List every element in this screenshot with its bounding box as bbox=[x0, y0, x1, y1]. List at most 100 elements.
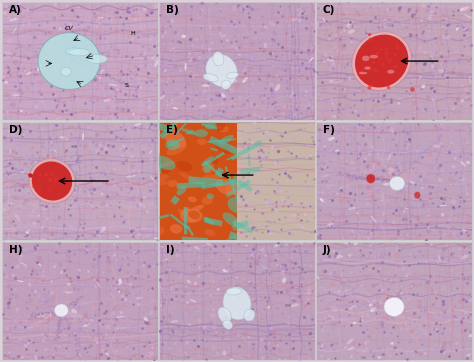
Ellipse shape bbox=[392, 314, 396, 317]
Ellipse shape bbox=[20, 110, 23, 112]
Ellipse shape bbox=[438, 254, 441, 262]
Ellipse shape bbox=[155, 60, 159, 67]
Ellipse shape bbox=[7, 202, 14, 205]
Ellipse shape bbox=[404, 207, 408, 209]
Ellipse shape bbox=[387, 70, 394, 74]
Ellipse shape bbox=[348, 254, 351, 257]
Ellipse shape bbox=[438, 205, 447, 206]
Ellipse shape bbox=[215, 84, 226, 85]
Text: A): A) bbox=[9, 5, 21, 15]
Ellipse shape bbox=[432, 99, 436, 102]
Ellipse shape bbox=[334, 80, 343, 84]
Ellipse shape bbox=[441, 35, 451, 39]
Ellipse shape bbox=[143, 8, 147, 11]
Ellipse shape bbox=[466, 353, 471, 357]
Ellipse shape bbox=[134, 123, 142, 126]
Ellipse shape bbox=[353, 321, 356, 324]
Ellipse shape bbox=[114, 234, 119, 238]
Ellipse shape bbox=[205, 230, 216, 236]
Ellipse shape bbox=[373, 163, 374, 170]
Text: H): H) bbox=[9, 245, 22, 255]
Ellipse shape bbox=[327, 59, 334, 62]
Ellipse shape bbox=[227, 178, 247, 186]
Ellipse shape bbox=[210, 156, 219, 164]
Ellipse shape bbox=[217, 288, 220, 291]
Ellipse shape bbox=[203, 165, 211, 173]
Ellipse shape bbox=[382, 183, 392, 185]
Ellipse shape bbox=[186, 130, 194, 134]
Ellipse shape bbox=[327, 223, 333, 226]
Ellipse shape bbox=[441, 213, 444, 217]
Ellipse shape bbox=[218, 307, 231, 323]
Ellipse shape bbox=[53, 265, 56, 268]
Ellipse shape bbox=[144, 317, 148, 321]
Text: J): J) bbox=[323, 245, 331, 255]
Ellipse shape bbox=[223, 269, 228, 272]
Ellipse shape bbox=[451, 292, 453, 294]
Ellipse shape bbox=[66, 48, 82, 55]
Ellipse shape bbox=[221, 93, 226, 98]
Text: F): F) bbox=[323, 125, 335, 135]
Ellipse shape bbox=[171, 320, 178, 323]
Ellipse shape bbox=[54, 67, 58, 72]
Ellipse shape bbox=[9, 18, 18, 21]
Ellipse shape bbox=[139, 203, 146, 207]
Ellipse shape bbox=[335, 255, 343, 258]
Ellipse shape bbox=[38, 33, 100, 89]
Ellipse shape bbox=[282, 277, 286, 284]
Ellipse shape bbox=[338, 185, 347, 189]
Ellipse shape bbox=[310, 265, 312, 267]
Ellipse shape bbox=[352, 239, 360, 246]
Ellipse shape bbox=[178, 209, 194, 220]
Ellipse shape bbox=[116, 315, 125, 319]
Ellipse shape bbox=[223, 320, 233, 329]
Ellipse shape bbox=[55, 183, 63, 188]
Ellipse shape bbox=[197, 138, 207, 145]
Ellipse shape bbox=[466, 161, 470, 164]
Text: S: S bbox=[125, 83, 128, 88]
Ellipse shape bbox=[215, 121, 225, 131]
Ellipse shape bbox=[137, 303, 141, 306]
Bar bbox=[237, 122, 315, 240]
Ellipse shape bbox=[231, 171, 251, 187]
Ellipse shape bbox=[438, 70, 447, 73]
Ellipse shape bbox=[190, 299, 196, 302]
Ellipse shape bbox=[319, 198, 324, 202]
Ellipse shape bbox=[242, 77, 247, 83]
Ellipse shape bbox=[236, 163, 246, 173]
Ellipse shape bbox=[120, 327, 127, 329]
Ellipse shape bbox=[215, 179, 237, 195]
Ellipse shape bbox=[359, 72, 367, 74]
Ellipse shape bbox=[99, 70, 105, 74]
Ellipse shape bbox=[17, 0, 24, 5]
Ellipse shape bbox=[87, 55, 107, 63]
Ellipse shape bbox=[83, 323, 90, 327]
Ellipse shape bbox=[188, 197, 197, 202]
Ellipse shape bbox=[176, 161, 192, 172]
Ellipse shape bbox=[456, 27, 459, 30]
Ellipse shape bbox=[291, 18, 298, 21]
Ellipse shape bbox=[3, 51, 13, 54]
Ellipse shape bbox=[355, 34, 408, 88]
Ellipse shape bbox=[440, 124, 444, 126]
Ellipse shape bbox=[218, 125, 229, 132]
Ellipse shape bbox=[74, 181, 82, 185]
Ellipse shape bbox=[230, 359, 234, 361]
Ellipse shape bbox=[347, 346, 355, 350]
Ellipse shape bbox=[181, 209, 192, 216]
Ellipse shape bbox=[171, 121, 178, 135]
Ellipse shape bbox=[173, 107, 178, 109]
Ellipse shape bbox=[101, 193, 103, 195]
Ellipse shape bbox=[136, 297, 143, 299]
Ellipse shape bbox=[165, 258, 169, 261]
Ellipse shape bbox=[201, 156, 214, 166]
Ellipse shape bbox=[149, 160, 172, 174]
Ellipse shape bbox=[223, 287, 251, 320]
Ellipse shape bbox=[218, 135, 234, 145]
Ellipse shape bbox=[347, 207, 356, 210]
Ellipse shape bbox=[349, 305, 357, 309]
Ellipse shape bbox=[194, 282, 197, 285]
Ellipse shape bbox=[149, 150, 152, 154]
Ellipse shape bbox=[156, 174, 170, 185]
Ellipse shape bbox=[89, 118, 91, 119]
